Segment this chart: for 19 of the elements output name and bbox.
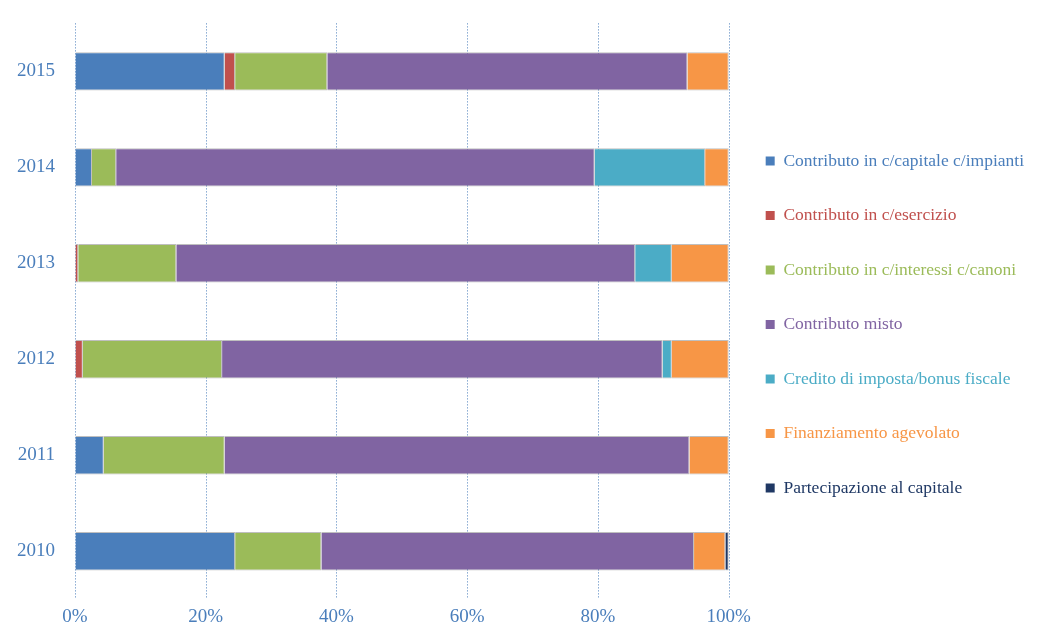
x-tick-label: 60% [449,604,485,626]
x-tick-label: 0% [62,604,88,626]
x-tick-label: 20% [188,604,224,626]
legend-label: Contributo misto [783,313,903,334]
legend-label: Finanziamento agevolato [783,422,961,443]
legend-label: Contributo in c/capitale c/impianti [783,149,1025,170]
y-tick-label: 2015 [17,59,55,81]
y-tick-label: 2010 [17,539,55,561]
y-tick-label: 2014 [17,155,56,177]
x-tick-label: 40% [319,604,355,626]
y-tick-label: 2011 [17,443,55,465]
x-tick-label: 80% [580,604,616,626]
x-tick-label: 100% [706,604,752,626]
legend-label: Contributo in c/interessi c/canoni [783,258,1017,279]
legend-label: Credito di imposta/bonus fiscale [783,367,1011,388]
legend-label: Contributo in c/esercizio [783,204,957,225]
legend-label: Partecipazione al capitale [783,476,963,497]
y-tick-label: 2013 [17,251,55,273]
y-tick-label: 2012 [17,347,55,369]
